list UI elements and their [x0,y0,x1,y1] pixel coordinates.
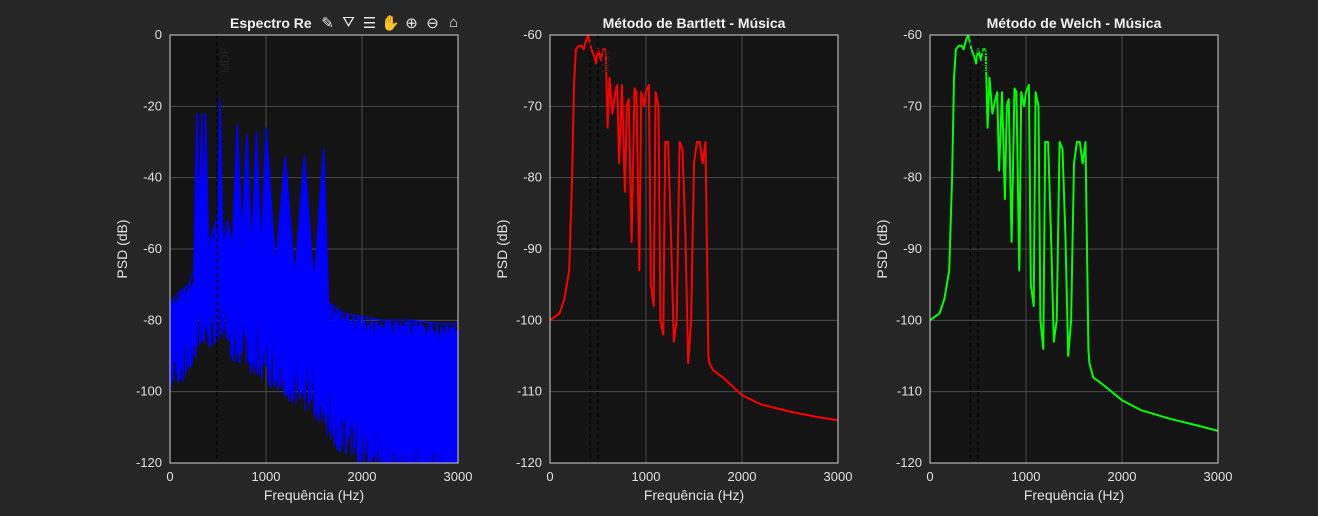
x-tick-label: 0 [546,469,553,484]
y-axis-label: PSD (dB) [114,219,130,278]
plot-area: MDF [930,35,1218,463]
x-tick-label: 3000 [1204,469,1233,484]
axes-frame [169,34,459,464]
y-tick-label: -60 [903,27,922,42]
axes-welch[interactable]: 0 1000 2000 3000 -120 -110 -100 -90 -80 -70 -60 MDF… [874,15,1232,503]
y-tick-label: -80 [903,170,922,185]
psd-series-line [550,35,838,422]
x-tick-label: 3000 [444,469,473,484]
y-tick-label: -120 [516,455,542,470]
brush-icon[interactable]: ⛛ [342,14,355,31]
y-tick-label: -120 [136,455,162,470]
x-tick-label: 2000 [1108,469,1137,484]
zoom-in-icon[interactable]: ⊕ [405,15,418,32]
y-tick-label: -80 [523,170,542,185]
y-tick-label: -20 [143,98,162,113]
y-tick-label: -60 [523,27,542,42]
x-tick-label: 2000 [728,469,757,484]
chart-title: Método de Welch - Música [987,15,1162,31]
home-icon[interactable]: ⌂ [448,14,459,31]
y-tick-label: -70 [903,98,922,113]
x-tick-label: 1000 [632,469,661,484]
x-axis-label: Frequência (Hz) [264,487,364,503]
axes-bartlett[interactable]: 0 1000 2000 3000 -120 -110 -100 -90 -80 -70 -60 MDF… [494,15,852,503]
y-tick-label: -80 [143,312,162,327]
chart-title: Método de Bartlett - Música [603,15,786,31]
y-tick-label: -60 [143,241,162,256]
axes-toolbar: ✎ ⛛ ☰ ✋ ⊕ ⊖ ⌂ [318,14,463,32]
y-tick-label: -120 [896,455,922,470]
psd-series-line [930,35,1218,432]
edit-icon[interactable]: ✎ [321,15,334,32]
x-axis-label: Frequência (Hz) [1024,487,1124,503]
spectrum-noise-band [170,105,458,463]
plot-area: MDF [170,35,458,463]
y-tick-label: 0 [155,27,162,42]
x-tick-label: 2000 [348,469,377,484]
y-tick-label: -90 [903,241,922,256]
y-tick-label: -90 [523,241,542,256]
axes-frame [929,34,1219,464]
mdf-annotation: MDF [599,47,613,73]
y-tick-label: -110 [517,384,542,399]
x-tick-label: 3000 [824,469,853,484]
y-tick-label: -110 [897,384,922,399]
y-axis-label: PSD (dB) [874,219,890,278]
y-tick-label: -40 [143,170,162,185]
x-tick-label: 0 [926,469,933,484]
legend-icon[interactable]: ☰ [362,15,377,32]
mdf-annotation: MDF [218,47,232,73]
plot-area: MDF [550,35,838,463]
y-tick-label: -100 [516,312,542,327]
y-axis-label: PSD (dB) [494,219,510,278]
y-tick-label: -70 [523,98,542,113]
x-tick-label: 0 [166,469,173,484]
x-tick-label: 1000 [252,469,281,484]
chart-title: Espectro Re [230,15,312,31]
y-tick-label: -100 [896,312,922,327]
x-axis-label: Frequência (Hz) [644,487,744,503]
axes-frame [549,34,839,464]
axes-spectrum[interactable]: 0 1000 2000 3000 -120 -100 -80 -60 -40 -20 0 MDF Esp… [114,15,472,503]
x-tick-label: 1000 [1012,469,1041,484]
spectrum-peak-line [170,99,458,325]
mdf-annotation: MDF [979,47,993,73]
y-tick-label: -100 [136,384,162,399]
zoom-out-icon[interactable]: ⊖ [426,15,439,32]
pan-icon[interactable]: ✋ [381,15,400,32]
